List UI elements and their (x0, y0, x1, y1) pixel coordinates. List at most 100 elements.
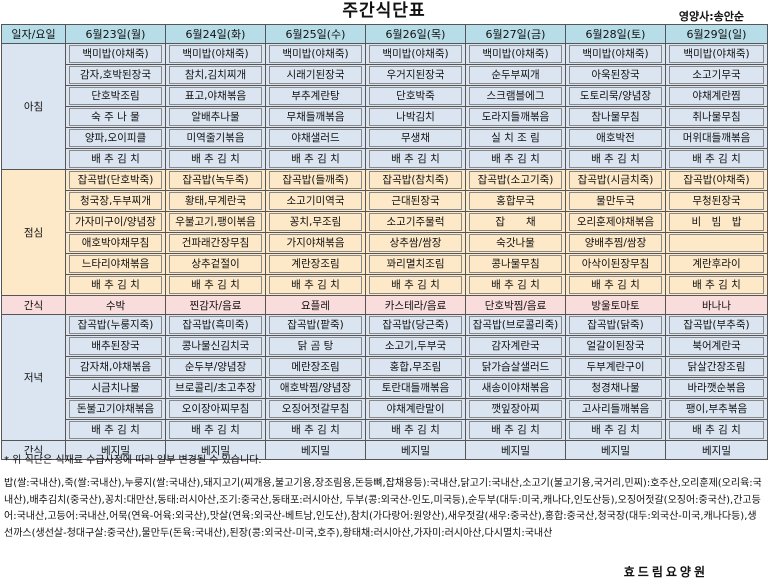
menu-item: 배 추 김 치 (369, 276, 462, 294)
menu-cell: 오이장아찌무침 (165, 398, 266, 420)
menu-item: 순두부찌개 (469, 66, 562, 84)
menu-item: 새송이야채볶음 (469, 379, 562, 397)
menu-cell: 잡곡밥(팥죽) (265, 314, 366, 336)
menu-item: 배 추 김 치 (169, 421, 262, 439)
menu-cell: 바라깻순볶음 (665, 377, 768, 399)
menu-cell: 상추겉절이 (165, 253, 266, 275)
menu-cell: 백미밥(야채죽) (365, 43, 466, 65)
menu-item: 시금치나물 (69, 379, 162, 397)
menu-cell: 야채계란말이 (365, 398, 466, 420)
menu-cell: 무채들깨볶음 (265, 106, 366, 128)
menu-cell: 단호박조림 (65, 85, 166, 107)
day-header: 6월27일(금) (465, 24, 566, 44)
breakfast-row: 아침 백미밥(야채죽) 백미밥(야채죽) 백미밥(야채죽) 백미밥(야채죽) 백미밥(야채… (1, 43, 768, 170)
menu-cell: 돈불고기야채볶음 (65, 398, 166, 420)
menu-item: 배 추 김 치 (569, 276, 662, 294)
menu-cell: 배 추 김 치 (565, 419, 666, 441)
menu-cell: 배 추 김 치 (65, 419, 166, 441)
menu-cell: 북어계란국 (665, 335, 768, 357)
menu-item: 잡곡밥(브로콜리죽) (469, 316, 562, 334)
menu-item: 잡곡밥(누룽지죽) (69, 316, 162, 334)
menu-cell: 취나물무침 (665, 106, 768, 128)
menu-cell: 배 추 김 치 (165, 274, 266, 296)
menu-cell: 양배추찜/쌈장 (565, 232, 666, 254)
menu-cell: 건파래간장무침 (165, 232, 266, 254)
menu-item: 애호박찜/양념장 (269, 379, 362, 397)
menu-item: 닭가슴살샐러드 (469, 358, 562, 376)
breakfast-row: 감자,호박된장국 참치,김치찌개 시래기된장국 우거지된장국 순두부찌개 아욱된장국 소고기… (2, 64, 768, 86)
menu-cell: 표고,야채볶음 (165, 85, 266, 107)
menu-cell: 새송이야채볶음 (465, 377, 566, 399)
menu-cell: 잡곡밥(당근죽) (365, 314, 466, 336)
weekly-menu-table: 일자/요일 6월23일(월) 6월24일(화) 6월25일(수) 6월26일(목… (1, 24, 768, 460)
menu-item: 배 추 김 치 (69, 421, 162, 439)
menu-cell: 소고기주물럭 (365, 211, 466, 233)
menu-item: 잡곡밥(부추죽) (669, 316, 764, 334)
menu-item: 홍합무국 (469, 192, 562, 210)
menu-cell: 콩나물무침 (465, 253, 566, 275)
menu-item: 야채샐러드 (269, 129, 362, 147)
menu-cell: 상추쌈/쌈장 (365, 232, 466, 254)
breakfast-row: 숙 주 나 물 알배추나물 무채들깨볶음 나박김치 도라지들깨볶음 참나물무침 취나물무침 (2, 106, 768, 128)
menu-item: 배 추 김 치 (369, 150, 462, 168)
menu-item: 부추계란탕 (269, 87, 362, 105)
menu-item: 고사리들깨볶음 (569, 400, 662, 418)
menu-cell: 도토리묵/양념장 (565, 85, 666, 107)
menu-cell: 계란장조림 (265, 253, 366, 275)
menu-item: 잡곡밥(시금치죽) (569, 171, 662, 189)
menu-cell (665, 232, 768, 254)
lunch-row: 느타리야채볶음 상추겉절이 계란장조림 꽈리멸치조림 콩나물무침 아삭이된장무침 계란후라이 (2, 253, 768, 275)
dinner-row: 시금치나물 브로콜리/초고추장 애호박찜/양념장 토란대들깨볶음 새송이야채볶음 청경채나… (2, 377, 768, 399)
menu-cell: 참나물무침 (565, 106, 666, 128)
menu-cell: 배 추 김 치 (165, 419, 266, 441)
menu-item: 백미밥(야채죽) (669, 45, 764, 63)
menu-cell: 물만두국 (565, 190, 666, 212)
snack-label: 간식 (1, 295, 66, 315)
menu-cell: 배 추 김 치 (265, 419, 366, 441)
menu-cell: 아삭이된장무침 (565, 253, 666, 275)
menu-cell: 배 추 김 치 (665, 148, 768, 170)
menu-item: 미역줄기볶음 (169, 129, 262, 147)
menu-item: 실 치 조 림 (469, 129, 562, 147)
menu-cell: 브로콜리/초고추장 (165, 377, 266, 399)
menu-cell: 배 추 김 치 (665, 419, 768, 441)
menu-cell: 고사리들깨볶음 (565, 398, 666, 420)
menu-item: 백미밥(야채죽) (269, 45, 362, 63)
menu-cell: 소고기미역국 (265, 190, 366, 212)
menu-item: 배 추 김 치 (169, 150, 262, 168)
menu-cell: 닭 곰 탕 (265, 335, 366, 357)
menu-item: 잡곡밥(닭죽) (569, 316, 662, 334)
menu-cell: 홍합,무조림 (365, 356, 466, 378)
menu-item: 백미밥(야채죽) (69, 45, 162, 63)
snack-cell: 수박 (65, 295, 166, 315)
breakfast-row: 양파,오이피클 미역줄기볶음 야채샐러드 무생채 실 치 조 림 애호박전 머위대들깨볶음 (2, 127, 768, 149)
menu-item: 콩나물무침 (469, 255, 562, 273)
menu-cell: 숙갓나물 (465, 232, 566, 254)
menu-cell: 배 추 김 치 (65, 274, 166, 296)
menu-cell: 감자계란국 (465, 335, 566, 357)
menu-cell: 순두부찌개 (465, 64, 566, 86)
snack-cell: 베지밀 (665, 440, 768, 460)
menu-item: 배 추 김 치 (69, 276, 162, 294)
menu-cell: 미역줄기볶음 (165, 127, 266, 149)
menu-item: 배 추 김 치 (469, 150, 562, 168)
menu-item: 소고기미역국 (269, 192, 362, 210)
menu-item: 감자계란국 (469, 337, 562, 355)
menu-item: 잡곡밥(들깨죽) (269, 171, 362, 189)
menu-item: 느타리야채볶음 (69, 255, 162, 273)
evening_snack-row: 간식 베지밀 베지밀 베지밀 베지밀 베지밀 베지밀 베지밀 (1, 440, 768, 460)
menu-cell: 백미밥(야채죽) (65, 43, 166, 65)
menu-cell: 배 추 김 치 (465, 274, 566, 296)
menu-cell: 소고기무국 (665, 64, 768, 86)
menu-cell: 배 추 김 치 (265, 274, 366, 296)
menu-item: 깻잎장아찌 (469, 400, 562, 418)
menu-cell: 꽈리멸치조림 (365, 253, 466, 275)
menu-cell: 청경채나물 (565, 377, 666, 399)
menu-item: 상추쌈/쌈장 (369, 234, 462, 252)
lunch-row: 점심 잡곡밥(단호박죽) 잡곡밥(녹두죽) 잡곡밥(들깨죽) 잡곡밥(참치죽) 잡곡밥(소… (1, 169, 768, 296)
menu-item: 가지야채볶음 (269, 234, 362, 252)
